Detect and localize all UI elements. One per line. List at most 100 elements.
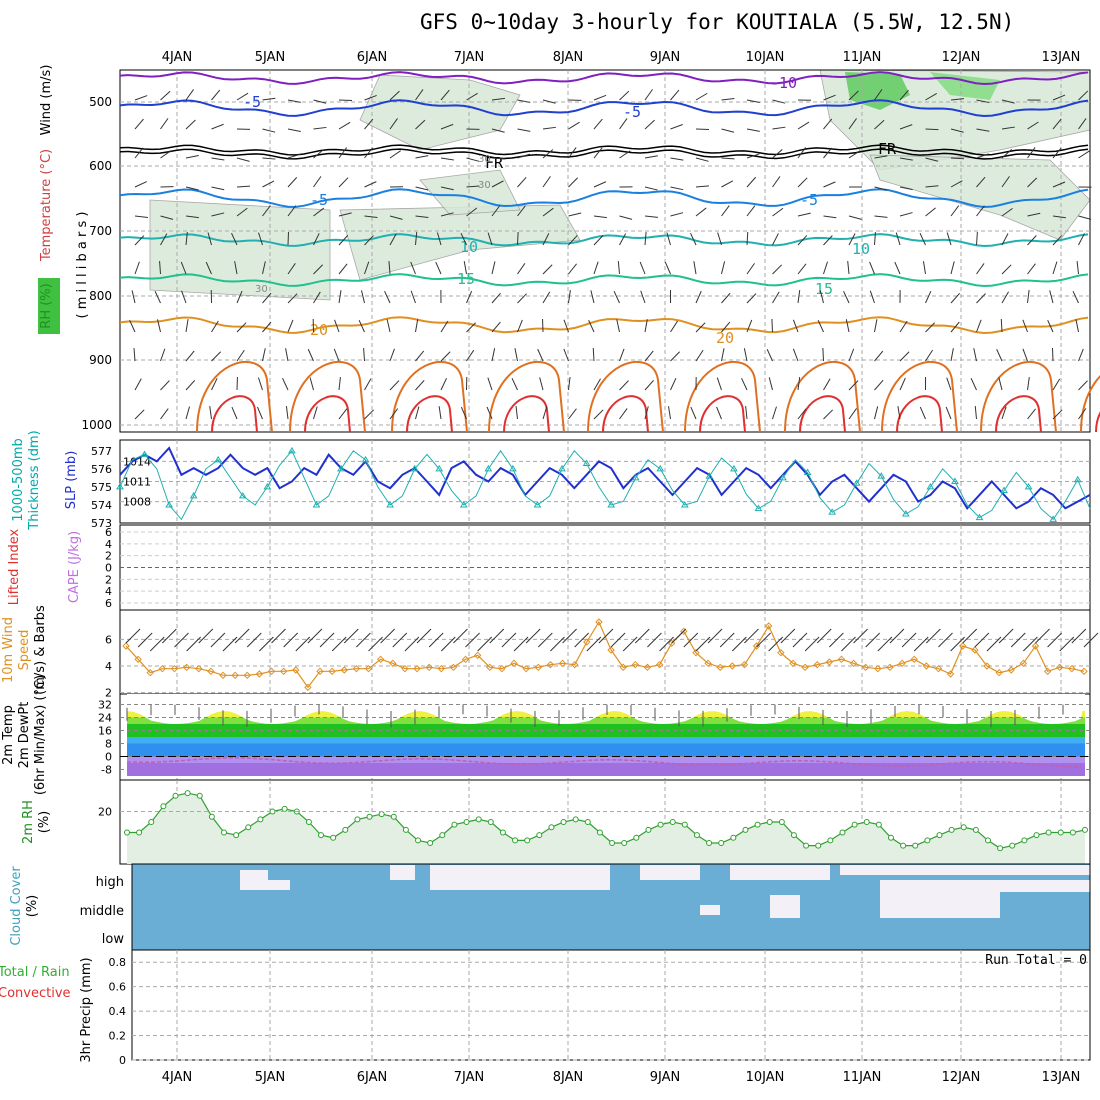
wind-barb <box>1027 121 1039 130</box>
wind-barb <box>542 99 556 104</box>
wind-speed-marker <box>158 664 167 673</box>
wind-barb <box>874 350 884 362</box>
wind-barb <box>1000 318 1003 333</box>
rh2m-axis-label: 2m RH(%) <box>21 800 52 844</box>
rh-marker <box>875 821 882 828</box>
wind-speed-marker <box>1043 667 1052 676</box>
date-label-bottom: 10JAN <box>746 1070 785 1085</box>
date-label-top: 4JAN <box>162 50 193 65</box>
wind-barb <box>262 157 276 160</box>
wind-barb <box>693 261 697 275</box>
wind-axis-label-text: Wind (m/s) <box>39 65 54 136</box>
rh-label-swatch <box>38 278 60 334</box>
thickness-marker <box>901 510 910 517</box>
wind-barb <box>797 408 807 420</box>
rh-marker <box>609 840 616 846</box>
wind-barb <box>185 232 188 246</box>
wind10-barb <box>319 632 335 648</box>
wind-barb <box>823 147 833 159</box>
wind-barb <box>134 235 145 246</box>
wind10-barb <box>731 636 747 652</box>
thickness-marker <box>263 482 272 490</box>
wind-speed-marker <box>195 664 203 673</box>
wind10-barb <box>210 632 226 648</box>
wind-barb <box>970 377 977 391</box>
wind-speed-marker <box>522 664 530 673</box>
wind10-barb <box>246 632 262 648</box>
wind-barb <box>287 128 301 132</box>
temp-contour-30 <box>304 395 351 433</box>
thickness-axis-label-text: 1000-500mbThickness (dm) <box>11 430 42 530</box>
wind10-barb <box>998 628 1014 644</box>
wind10-barb <box>816 628 832 644</box>
wind-barb <box>207 232 212 246</box>
wind-barb <box>613 290 620 304</box>
wind10-barb <box>828 632 844 648</box>
wind10-barb <box>1083 632 1099 648</box>
wind-barb <box>716 406 722 420</box>
wind10-barb <box>1071 628 1087 644</box>
wind-barb <box>695 349 704 362</box>
wind-speed-marker <box>1068 664 1076 673</box>
wind-speed-marker <box>182 663 191 672</box>
wind10-barb <box>913 636 929 652</box>
wind-speed-marker <box>631 660 640 669</box>
rh-marker <box>124 829 130 836</box>
wind-barb <box>619 380 629 391</box>
thickness-marker <box>680 500 689 508</box>
wind10-barb <box>719 632 735 648</box>
thickness-marker <box>754 504 763 512</box>
temperature-contour-label: -5 <box>623 103 641 121</box>
rh-marker <box>681 821 688 828</box>
wind-speed-marker <box>910 655 918 664</box>
wind-barb <box>721 292 731 304</box>
chart-title: GFS 0~10day 3-hourly for KOUTIALA (5.5W,… <box>420 10 1015 34</box>
wind-barb <box>617 261 620 275</box>
rh-marker <box>342 826 349 833</box>
rh-marker <box>1009 842 1016 849</box>
wind-barb <box>848 408 857 420</box>
wind-speed-marker <box>292 666 300 674</box>
thickness-marker <box>656 464 665 472</box>
wind-barb <box>514 348 518 362</box>
thickness-marker <box>558 464 566 472</box>
wind-barb <box>211 212 225 217</box>
wind-barb <box>160 90 171 101</box>
wind-barb <box>568 177 578 188</box>
cloud-gap <box>1000 880 1090 892</box>
wind-barb <box>364 409 375 420</box>
wind10-barb <box>428 632 444 648</box>
lifted-index-tick-label: 6 <box>105 526 112 539</box>
precip-tick-label: 0.6 <box>109 981 127 994</box>
cloud-gap <box>240 870 268 890</box>
thickness-marker <box>730 464 738 472</box>
precip-convective-label: Convective <box>0 986 71 1001</box>
wind-barb <box>925 157 939 162</box>
wind-barb <box>772 99 786 104</box>
wind-barb <box>236 157 250 162</box>
wind-barb <box>466 157 480 162</box>
date-label-bottom: 6JAN <box>357 1070 388 1085</box>
date-label-top: 13JAN <box>1042 50 1081 65</box>
temp-contour-15 <box>119 273 1089 288</box>
wind-barb <box>338 212 352 217</box>
pressure-tick-label: 1000 <box>81 418 112 432</box>
rh-marker <box>536 832 543 839</box>
wind-barb <box>185 319 189 333</box>
wind-barb <box>670 157 684 161</box>
wind-speed-marker <box>534 663 543 672</box>
wind-barb <box>644 319 648 333</box>
rh-marker <box>912 842 919 849</box>
wind-barb <box>542 264 553 275</box>
wind-speed-marker <box>607 646 615 654</box>
wind-barb <box>797 177 808 188</box>
wind-speed-marker <box>546 660 555 669</box>
upper-panel-frame <box>119 69 1091 433</box>
wind-barb <box>746 231 749 246</box>
wind-barb <box>644 232 647 246</box>
temperature-contour-label: 20 <box>310 321 328 339</box>
wind-speed-marker <box>595 618 603 626</box>
cape-axis-label: CAPE (J/kg) <box>67 531 82 603</box>
millibars-axis-label-part: ( m i l l i b a r s ) <box>75 212 90 319</box>
temp-contour-25 <box>1080 375 1100 433</box>
